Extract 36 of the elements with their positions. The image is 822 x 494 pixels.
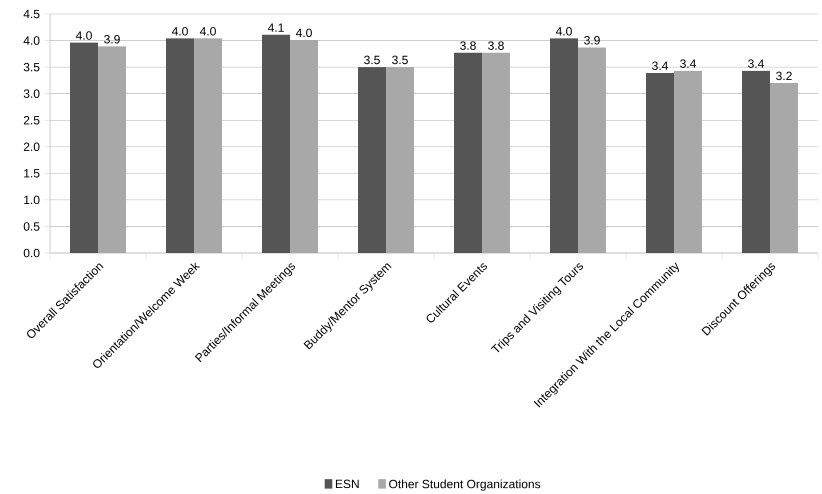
text: 4.0 [24, 36, 40, 45]
bar [166, 38, 194, 254]
data-label: 4.0 [556, 27, 572, 36]
data-label: 4.0 [172, 27, 188, 36]
bar [646, 72, 674, 254]
bar [550, 38, 578, 254]
text: 1.0 [24, 196, 40, 204]
data-label: 3.4 [680, 59, 696, 68]
data-label: 3.4 [748, 59, 764, 68]
data-label: 3.2 [776, 72, 792, 80]
bar [454, 52, 482, 254]
data-label: 3.8 [460, 41, 476, 50]
data-label: 3.4 [652, 62, 668, 70]
data-label: 4.0 [296, 28, 312, 38]
text: 4.5 [24, 10, 40, 18]
text: 1.5 [24, 169, 40, 178]
text: 0.5 [24, 222, 40, 231]
bar [742, 70, 770, 254]
bar [358, 67, 386, 254]
text: 3.5 [24, 62, 40, 72]
legend-label: Other Student Organizations [389, 479, 540, 491]
data-label: 4.0 [76, 31, 92, 40]
text: 3.0 [24, 89, 40, 98]
text: 0.0 [24, 248, 40, 258]
data-label: 4.0 [200, 27, 216, 36]
data-label: 3.8 [488, 41, 504, 50]
text: 2.0 [24, 142, 40, 152]
data-label: 3.9 [104, 34, 120, 44]
bar [262, 34, 290, 254]
data-label: 3.5 [392, 56, 408, 64]
legend-label: ESN [336, 480, 359, 488]
text: 2.5 [24, 116, 40, 124]
bar [70, 42, 98, 254]
data-label: 3.9 [584, 36, 600, 45]
data-label: 4.1 [268, 24, 284, 32]
data-label: 3.5 [364, 56, 380, 64]
